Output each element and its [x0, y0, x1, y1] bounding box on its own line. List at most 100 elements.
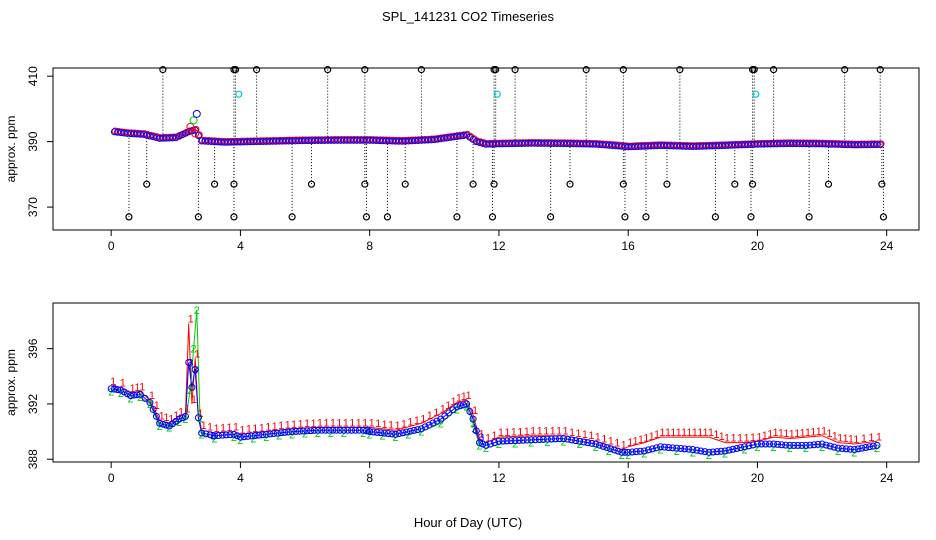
top-outlier-point: [711, 213, 720, 221]
bottom-marker-1: 1: [450, 396, 456, 408]
bottom-marker-2: 2: [199, 429, 205, 441]
bottom-marker-1: 1: [876, 431, 882, 443]
top-point: [181, 129, 189, 137]
bottom-point: [472, 427, 480, 435]
bottom-point: [388, 430, 396, 438]
bottom-point: [624, 448, 632, 456]
bottom-marker-1: 1: [233, 422, 239, 434]
bottom-marker-1: 1: [750, 432, 756, 444]
bottom-marker-2: 2: [454, 404, 460, 416]
bottom-marker-1: 1: [767, 428, 773, 440]
bottom-point: [230, 430, 238, 438]
bottom-point: [244, 432, 252, 440]
bottom-point: [556, 435, 564, 443]
top-point: [453, 132, 461, 140]
bottom-point: [685, 445, 693, 453]
bottom-marker-2: 2: [187, 385, 193, 397]
bottom-marker-1: 1: [832, 430, 838, 442]
top-outlier-point: [876, 66, 884, 74]
bottom-point: [133, 391, 141, 399]
bottom-marker-2: 2: [166, 422, 172, 434]
bottom-point: [854, 445, 862, 453]
bottom-point: [284, 428, 292, 436]
bottom-marker-1: 1: [633, 435, 639, 447]
top-point: [120, 129, 128, 137]
bottom-point: [576, 437, 584, 445]
bottom-marker-1: 1: [382, 419, 388, 431]
bottom-point: [814, 440, 822, 448]
bottom-point: [362, 427, 370, 435]
bottom-marker-2: 2: [544, 437, 550, 449]
bottom-marker-1: 1: [401, 418, 407, 430]
bottom-marker-1: 1: [173, 410, 179, 422]
bottom-point: [774, 440, 782, 448]
bottom-marker-1: 1: [201, 420, 207, 432]
top-point: [172, 134, 180, 142]
bottom-point: [469, 415, 477, 423]
bottom-point: [486, 440, 494, 448]
bottom-marker-2: 2: [276, 431, 282, 443]
bottom-marker-1: 1: [207, 422, 213, 434]
bottom-point: [146, 399, 154, 407]
bottom-point: [273, 429, 281, 437]
top-outlier-point: [621, 213, 629, 221]
bottom-point: [826, 442, 834, 450]
bottom-point: [202, 430, 210, 438]
bottom-marker-1: 1: [783, 428, 789, 440]
bottom-point: [830, 443, 838, 451]
bottom-point: [240, 433, 248, 441]
top-point: [614, 142, 622, 150]
bottom-point: [733, 444, 741, 452]
bottom-point: [152, 412, 160, 420]
bottom-marker-1: 1: [697, 427, 703, 439]
bottom-marker-2: 2: [289, 429, 295, 441]
bottom-marker-1: 1: [703, 427, 709, 439]
top-outlier-point: [453, 213, 461, 221]
bottom-marker-1: 1: [197, 408, 203, 420]
bottom-y-axis-label: approx. ppm: [4, 349, 18, 416]
top-outlier-point: [230, 213, 238, 221]
bottom-point: [425, 421, 433, 429]
bottom-marker-1: 1: [524, 426, 530, 438]
bottom-point: [178, 414, 186, 422]
bottom-point: [288, 428, 296, 436]
bottom-point: [303, 427, 311, 435]
bottom-point: [822, 441, 830, 449]
bottom-point: [745, 442, 753, 450]
bottom-marker-1: 1: [139, 381, 145, 393]
bottom-point: [399, 429, 407, 437]
bottom-marker-2: 2: [641, 449, 647, 461]
bottom-point: [392, 430, 400, 438]
top-outlier-point: [210, 180, 219, 188]
top-outlier-point: [230, 180, 238, 188]
bottom-marker-1: 1: [265, 422, 271, 434]
bottom-marker-1: 1: [304, 418, 310, 430]
bottom-point: [681, 445, 689, 453]
bottom-marker-2: 2: [137, 392, 143, 404]
bottom-marker-2: 2: [512, 438, 518, 450]
bottom-marker-3: 3: [478, 432, 484, 444]
top-outlier-point: [878, 180, 886, 188]
bottom-marker-1: 1: [627, 437, 633, 449]
bottom-point: [499, 437, 507, 445]
bottom-marker-2: 2: [606, 446, 612, 458]
bottom-marker-1: 1: [821, 426, 827, 438]
bottom-point: [588, 439, 596, 447]
top-point: [139, 130, 147, 138]
bottom-point: [519, 436, 527, 444]
bottom-point: [456, 402, 464, 410]
top-point: [459, 132, 467, 140]
bottom-marker-2: 2: [771, 442, 777, 454]
bottom-marker-1: 1: [638, 434, 644, 446]
bottom-marker-2: 2: [328, 428, 334, 440]
bottom-y-tick-label: 388: [26, 449, 40, 469]
bottom-point: [156, 419, 164, 427]
top-outlier-point: [361, 66, 369, 74]
bottom-point: [551, 435, 559, 443]
top-outlier-point: [747, 213, 755, 221]
bottom-point: [107, 385, 115, 393]
bottom-point: [818, 440, 826, 448]
top-outlier-point: [125, 213, 133, 221]
bottom-marker-2: 2: [191, 344, 197, 356]
